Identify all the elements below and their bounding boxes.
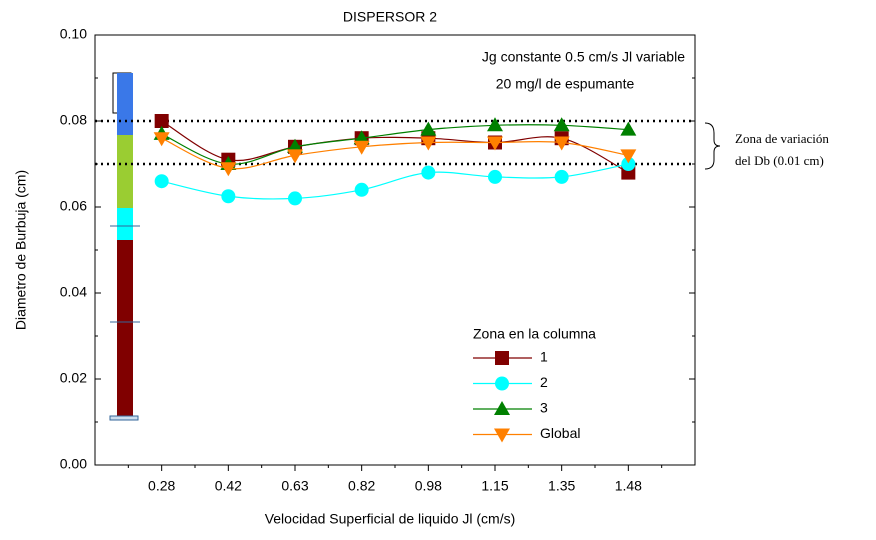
marker bbox=[421, 165, 436, 180]
annotation: Jg constante 0.5 cm/s Jl variable bbox=[482, 49, 685, 65]
x-tick-label: 0.98 bbox=[415, 478, 442, 494]
marker bbox=[354, 182, 369, 197]
y-tick-label: 0.06 bbox=[60, 198, 87, 214]
y-axis-label: Diametro de Burbuja (cm) bbox=[13, 170, 29, 330]
marker bbox=[487, 117, 503, 132]
legend-label: Global bbox=[540, 425, 580, 441]
brace bbox=[704, 122, 721, 170]
marker bbox=[553, 117, 570, 132]
legend-title: Zona en la columna bbox=[473, 326, 596, 342]
marker bbox=[420, 121, 437, 136]
chart-title: DISPERSOR 2 bbox=[343, 9, 437, 25]
marker bbox=[287, 149, 303, 164]
y-tick-label: 0.04 bbox=[60, 284, 87, 300]
x-tick-label: 0.28 bbox=[148, 478, 175, 494]
x-tick-label: 0.63 bbox=[281, 478, 308, 494]
x-tick-label: 0.42 bbox=[215, 478, 242, 494]
marker bbox=[288, 191, 302, 206]
marker bbox=[494, 428, 510, 443]
y-tick-label: 0.02 bbox=[60, 370, 87, 386]
y-tick-label: 0.00 bbox=[60, 456, 87, 472]
marker bbox=[420, 136, 437, 151]
marker bbox=[494, 401, 510, 415]
marker bbox=[488, 169, 502, 184]
annotation: del Db (0.01 cm) bbox=[735, 153, 824, 168]
plot-frame bbox=[94, 34, 696, 466]
marker bbox=[153, 132, 170, 147]
marker bbox=[353, 130, 370, 145]
marker bbox=[620, 149, 637, 164]
annotation: 20 mg/l de espumante bbox=[496, 76, 635, 92]
column-zone bbox=[117, 73, 133, 135]
x-tick-label: 1.35 bbox=[548, 478, 575, 494]
x-tick-label: 1.15 bbox=[481, 478, 508, 494]
x-axis-label: Velocidad Superficial de liquido Jl (cm/… bbox=[265, 511, 516, 527]
column-base bbox=[109, 415, 139, 421]
marker bbox=[621, 157, 636, 171]
marker bbox=[620, 121, 637, 136]
marker bbox=[487, 136, 503, 151]
column-zone bbox=[117, 135, 133, 208]
x-tick-label: 0.82 bbox=[348, 478, 375, 494]
marker bbox=[495, 376, 509, 391]
x-tick-label: 1.48 bbox=[615, 478, 642, 494]
marker bbox=[287, 138, 303, 153]
column-diagram bbox=[109, 72, 140, 421]
legend-label: 2 bbox=[540, 374, 548, 390]
y-tick-label: 0.10 bbox=[60, 26, 87, 42]
column-zone bbox=[117, 208, 133, 240]
column-zone bbox=[117, 240, 133, 418]
marker bbox=[220, 162, 237, 177]
legend-label: 3 bbox=[540, 400, 548, 416]
marker bbox=[353, 140, 370, 155]
marker bbox=[554, 169, 569, 184]
marker bbox=[553, 136, 570, 151]
marker bbox=[154, 114, 169, 128]
marker bbox=[221, 189, 236, 204]
marker bbox=[154, 174, 169, 189]
series-line bbox=[161, 137, 629, 170]
y-tick-label: 0.08 bbox=[60, 112, 87, 128]
annotation: Zona de variación bbox=[735, 131, 829, 146]
marker bbox=[495, 351, 509, 365]
legend-label: 1 bbox=[540, 349, 548, 365]
